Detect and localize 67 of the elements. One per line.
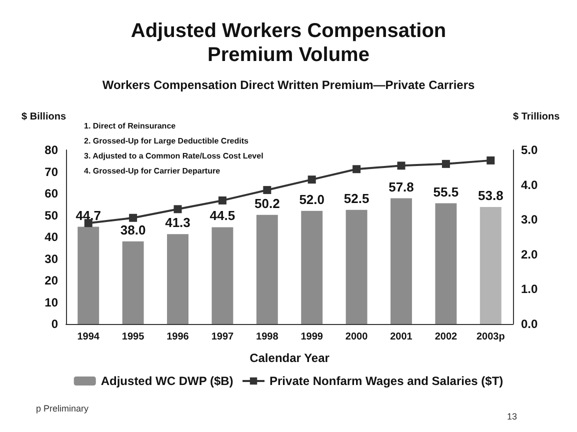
y2-tick-label: 0.0 xyxy=(521,317,538,331)
data-label: 50.2 xyxy=(254,196,280,211)
legend-label: Adjusted WC DWP ($B) xyxy=(100,374,234,388)
bar xyxy=(480,206,502,324)
point xyxy=(397,162,406,170)
annotation: 3. Adjusted to a Common Rate/Loss Cost Level xyxy=(84,152,264,160)
bar xyxy=(212,227,234,324)
chart-title: Adjusted Workers Compensation Premium Volume xyxy=(130,20,446,66)
data-label: 52.5 xyxy=(344,190,370,206)
y-tick-label: 80 xyxy=(44,143,58,157)
point xyxy=(442,160,450,168)
x-tick-label: 2002 xyxy=(434,332,458,342)
y-tick-label: 10 xyxy=(44,295,58,310)
y2-axis-title: $ Trillions xyxy=(513,112,560,122)
text: 2. Grossed-Up for Large Deductible Credits xyxy=(84,136,250,146)
point xyxy=(486,156,495,164)
y-axis-title: $ Billions xyxy=(22,112,66,122)
point xyxy=(308,176,316,184)
data-label: 52.0 xyxy=(299,192,325,207)
chart-subtitle: Workers Compensation Direct Written Premium—Private Carriers xyxy=(102,78,475,92)
bar xyxy=(122,241,144,324)
x-tick-label: 1997 xyxy=(211,332,234,342)
x-tick-label: 1999 xyxy=(300,332,324,342)
data-label: 44.7 xyxy=(76,208,102,223)
annotation: 4. Grossed-Up for Carrier Departure xyxy=(84,166,221,176)
x-tick-label: 1996 xyxy=(166,332,190,342)
data-label: 57.8 xyxy=(388,179,414,194)
y-tick-label: 20 xyxy=(44,274,58,288)
point xyxy=(352,165,361,174)
y-tick-label: 70 xyxy=(44,164,58,179)
x-tick-label: 2003p xyxy=(476,332,505,342)
legend-label: Private Nonfarm Wages and Salaries ($T) xyxy=(270,374,504,388)
data-label: 38.0 xyxy=(120,222,146,238)
text: 13 xyxy=(506,412,518,422)
y2-tick-label: 5.0 xyxy=(521,143,538,157)
point xyxy=(174,205,182,214)
point xyxy=(218,196,226,204)
point xyxy=(129,214,138,222)
data-label: 41.3 xyxy=(165,215,190,230)
x-tick-label: 2000 xyxy=(345,332,368,342)
x-tick-label: 1995 xyxy=(122,332,145,342)
y-tick-label: 50 xyxy=(44,208,58,222)
text: 1. Direct of Reinsurance xyxy=(84,122,176,130)
y2-tick-label: 1.0 xyxy=(521,282,538,296)
y2-tick-label: 3.0 xyxy=(521,212,538,227)
data-label: 44.5 xyxy=(210,208,236,224)
bar xyxy=(346,210,368,324)
y-tick-label: 0 xyxy=(51,317,58,331)
x-tick-label: 1998 xyxy=(256,332,279,342)
y-tick-label: 30 xyxy=(44,252,58,266)
y2-tick-label: 2.0 xyxy=(521,247,538,262)
y-tick-label: 40 xyxy=(44,230,58,244)
data-label: 53.8 xyxy=(478,188,504,203)
text: p Preliminary xyxy=(36,404,90,414)
x-axis-title: Calendar Year xyxy=(250,351,330,365)
point xyxy=(263,186,272,194)
bar xyxy=(390,198,412,324)
data-label: 55.5 xyxy=(433,184,459,200)
bar xyxy=(301,210,323,324)
y2-tick-label: 4.0 xyxy=(521,178,538,192)
bar xyxy=(78,226,100,324)
y-tick-label: 60 xyxy=(44,186,58,200)
bar xyxy=(435,203,457,324)
bar xyxy=(256,214,278,324)
bar xyxy=(167,234,188,324)
x-tick-label: 2001 xyxy=(390,332,413,342)
x-tick-label: 1994 xyxy=(77,332,100,342)
